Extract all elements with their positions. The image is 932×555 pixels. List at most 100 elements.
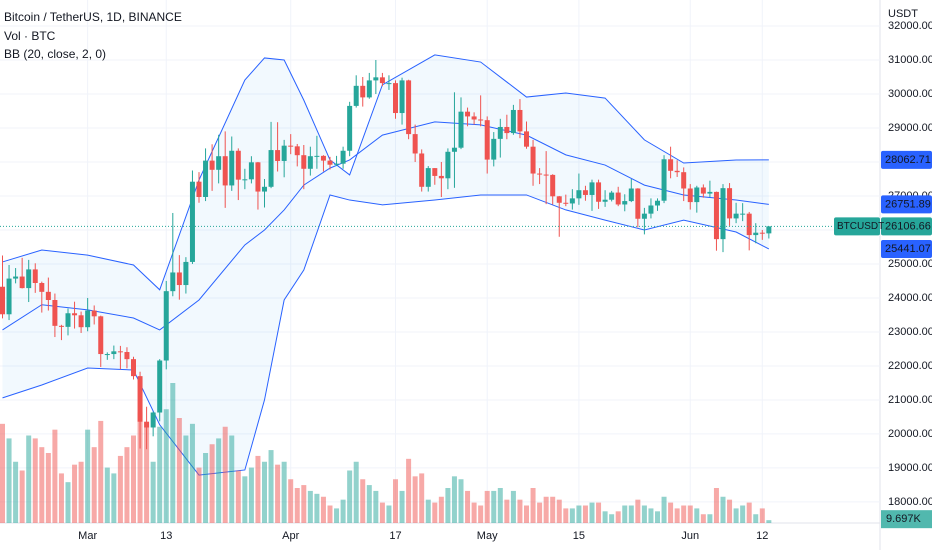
candle-body <box>373 77 379 81</box>
candle-body <box>582 190 588 195</box>
symbol-box <box>834 217 880 236</box>
candle-body <box>281 145 287 161</box>
candle-body <box>13 276 19 279</box>
candle-body <box>379 77 385 84</box>
volume-bar <box>183 435 189 523</box>
volume-bar <box>32 438 38 523</box>
symbol-label: BTCUSDT <box>837 221 884 232</box>
band-fill <box>2 54 769 476</box>
candle-body <box>602 199 608 202</box>
volume-bar <box>189 423 195 523</box>
volume-bar <box>740 505 746 523</box>
volume-title: Vol · BTC <box>4 29 56 43</box>
currency-label: USDT <box>888 8 918 20</box>
candle-body <box>399 80 405 114</box>
volume-bar <box>268 450 274 523</box>
candle-body <box>681 172 687 189</box>
candle-body <box>687 188 693 203</box>
x-tick-label: 13 <box>160 530 172 542</box>
volume-bar <box>301 485 307 523</box>
candle-body <box>543 174 549 176</box>
volume-bar <box>412 476 418 523</box>
candle-body <box>353 85 359 106</box>
candle-body <box>733 213 739 219</box>
volume-bar <box>596 502 602 523</box>
candle-body <box>668 159 674 171</box>
y-tick-label: 24000.00 <box>888 292 932 304</box>
volume-bar <box>720 496 726 523</box>
y-tick-label: 20000.00 <box>888 428 932 440</box>
candle-body <box>628 188 634 202</box>
candle-body <box>157 360 163 413</box>
volume-bar <box>563 508 569 523</box>
volume-bar <box>314 493 320 523</box>
y-tick-label: 19000.00 <box>888 462 932 474</box>
candle-body <box>569 198 575 204</box>
candle-body <box>366 80 372 98</box>
volume-bar <box>131 435 136 523</box>
volume-bar <box>707 514 713 523</box>
x-tick-label: 17 <box>389 530 401 542</box>
y-tick-label: 31000.00 <box>888 54 932 66</box>
volume-bar <box>766 520 772 523</box>
candle-body <box>131 359 136 377</box>
x-tick-label: May <box>477 530 498 542</box>
candle-body <box>550 174 556 197</box>
candle-body <box>465 111 471 117</box>
candle-body <box>19 276 25 289</box>
band-lower <box>2 194 770 476</box>
volume-bar <box>176 418 182 523</box>
candle-body <box>517 109 523 132</box>
candle-body <box>759 232 765 234</box>
upper-band-label-box <box>881 150 932 169</box>
candle-body <box>183 261 189 286</box>
candle-body <box>314 155 320 157</box>
volume-bar <box>406 458 412 523</box>
volume-bar <box>438 496 444 523</box>
candle-body <box>203 160 209 197</box>
y-tick-label: 30000.00 <box>888 88 932 100</box>
volume-bar <box>229 435 235 523</box>
volume-bar <box>510 490 516 523</box>
volume-bar <box>91 447 97 523</box>
candle-body <box>622 201 628 205</box>
candle-body <box>294 146 300 156</box>
volume-label: 9.697K <box>886 513 922 525</box>
volume-bar <box>288 479 294 523</box>
volume-bar <box>393 479 398 523</box>
candle-body <box>32 269 38 284</box>
volume-bar <box>39 447 45 523</box>
candle-body <box>275 150 281 161</box>
volume-bar <box>609 514 615 523</box>
candle-body <box>334 163 340 165</box>
volume-bar <box>216 438 222 523</box>
candle-body <box>209 160 215 170</box>
y-tick-label: 23000.00 <box>888 326 932 338</box>
candle-body <box>766 226 772 234</box>
candle-body <box>753 232 759 236</box>
candle-body <box>419 153 425 187</box>
lower-band-label-box <box>881 239 932 258</box>
candles <box>0 59 880 450</box>
candle-body <box>746 213 752 236</box>
candle-body <box>406 80 412 135</box>
volume-bar <box>465 490 471 523</box>
volume-bar <box>635 499 641 523</box>
candle-body <box>438 175 444 179</box>
volume-bar <box>556 499 562 523</box>
band-upper <box>2 54 769 291</box>
candle-body <box>641 213 647 219</box>
volume-bar <box>419 473 425 523</box>
volume-bar <box>661 496 667 523</box>
volume-bar <box>137 412 143 523</box>
volume-bar <box>681 505 687 523</box>
volume-bar <box>242 476 248 523</box>
volume-bar <box>569 508 575 523</box>
candle-body <box>124 352 130 360</box>
candle-body <box>6 278 12 315</box>
volume-bar <box>425 499 431 523</box>
volume-bar <box>746 502 752 523</box>
volume-bar <box>602 511 608 523</box>
